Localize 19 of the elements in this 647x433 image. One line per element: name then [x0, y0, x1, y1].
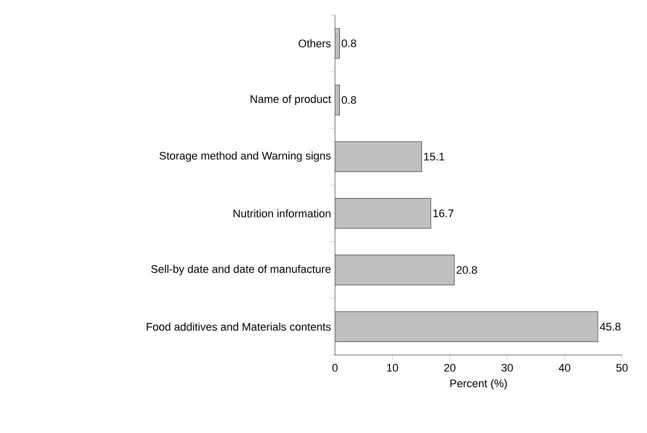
y-tick-label: Sell-by date and date of manufacture: [151, 264, 331, 276]
data-label: 20.8: [456, 266, 478, 274]
y-tick-label: Storage method and Warning signs: [160, 152, 331, 162]
x-tick-label: 40: [558, 364, 570, 372]
data-label: 45.8: [600, 322, 621, 331]
y-tick-label: Others: [298, 39, 331, 48]
y-tick-label: Food additives and Materials contents: [146, 322, 331, 331]
y-tick-label: Nutrition information: [234, 209, 330, 218]
data-label: 16.7: [433, 209, 454, 218]
x-tick-label: 20: [444, 364, 456, 372]
x-tick-label: 50: [616, 364, 628, 372]
data-label: 0.8: [342, 39, 356, 48]
x-tick-label: 10: [387, 364, 398, 372]
x-tick-label: 30: [502, 364, 513, 372]
y-tick-label: Name of product: [250, 94, 332, 106]
x-tick-label: 0: [332, 364, 338, 372]
x-axis-title: Percent (%): [450, 379, 507, 390]
data-label: 0.8: [342, 96, 356, 104]
data-label: 15.1: [424, 152, 444, 160]
